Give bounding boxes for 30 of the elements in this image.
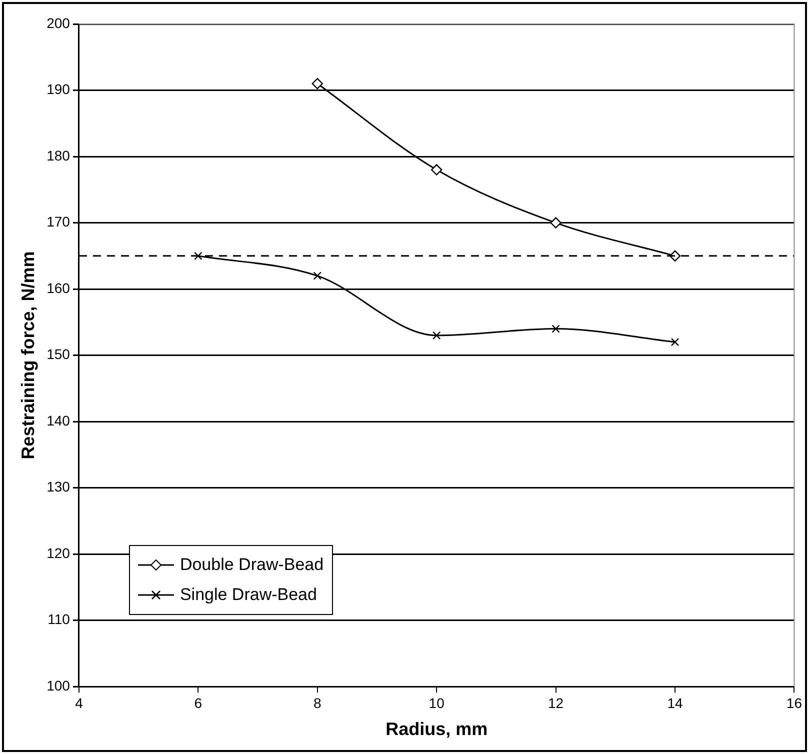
y-tick-label: 170: [46, 214, 70, 230]
y-tick-label: 180: [46, 147, 70, 164]
y-tick-label: 120: [46, 544, 70, 561]
x-tick-label: 16: [786, 694, 802, 711]
y-axis-title: Restraining force, N/mm: [18, 251, 38, 460]
y-tick-label: 110: [48, 611, 70, 628]
x-tick-label: 4: [75, 694, 84, 711]
x-tick-label: 14: [667, 694, 683, 711]
point: [313, 272, 322, 280]
legend-label: Single Draw-Bead: [180, 585, 317, 606]
x-tick-label: 8: [313, 694, 322, 711]
point: [312, 78, 323, 90]
y-tick-label: 140: [46, 412, 70, 428]
y-tick-label: 190: [46, 81, 70, 98]
y-tick-label: 150: [46, 346, 70, 362]
y-tick-label: 200: [46, 14, 70, 31]
point: [430, 164, 442, 176]
y-tick-label: 100: [46, 677, 70, 694]
point: [550, 217, 562, 228]
y-tick-label: 160: [46, 280, 70, 296]
x-axis-title: Radius, mm: [386, 719, 488, 740]
x-tick-label: 12: [548, 694, 564, 711]
point: [432, 331, 441, 340]
y-tick-label: 130: [46, 478, 70, 495]
point: [194, 252, 202, 260]
x-tick-label: 6: [194, 694, 202, 711]
point: [670, 338, 680, 346]
legend-label: Double Draw-Bead: [180, 555, 324, 576]
x-tick-label: 10: [428, 694, 445, 711]
point: [552, 324, 560, 333]
